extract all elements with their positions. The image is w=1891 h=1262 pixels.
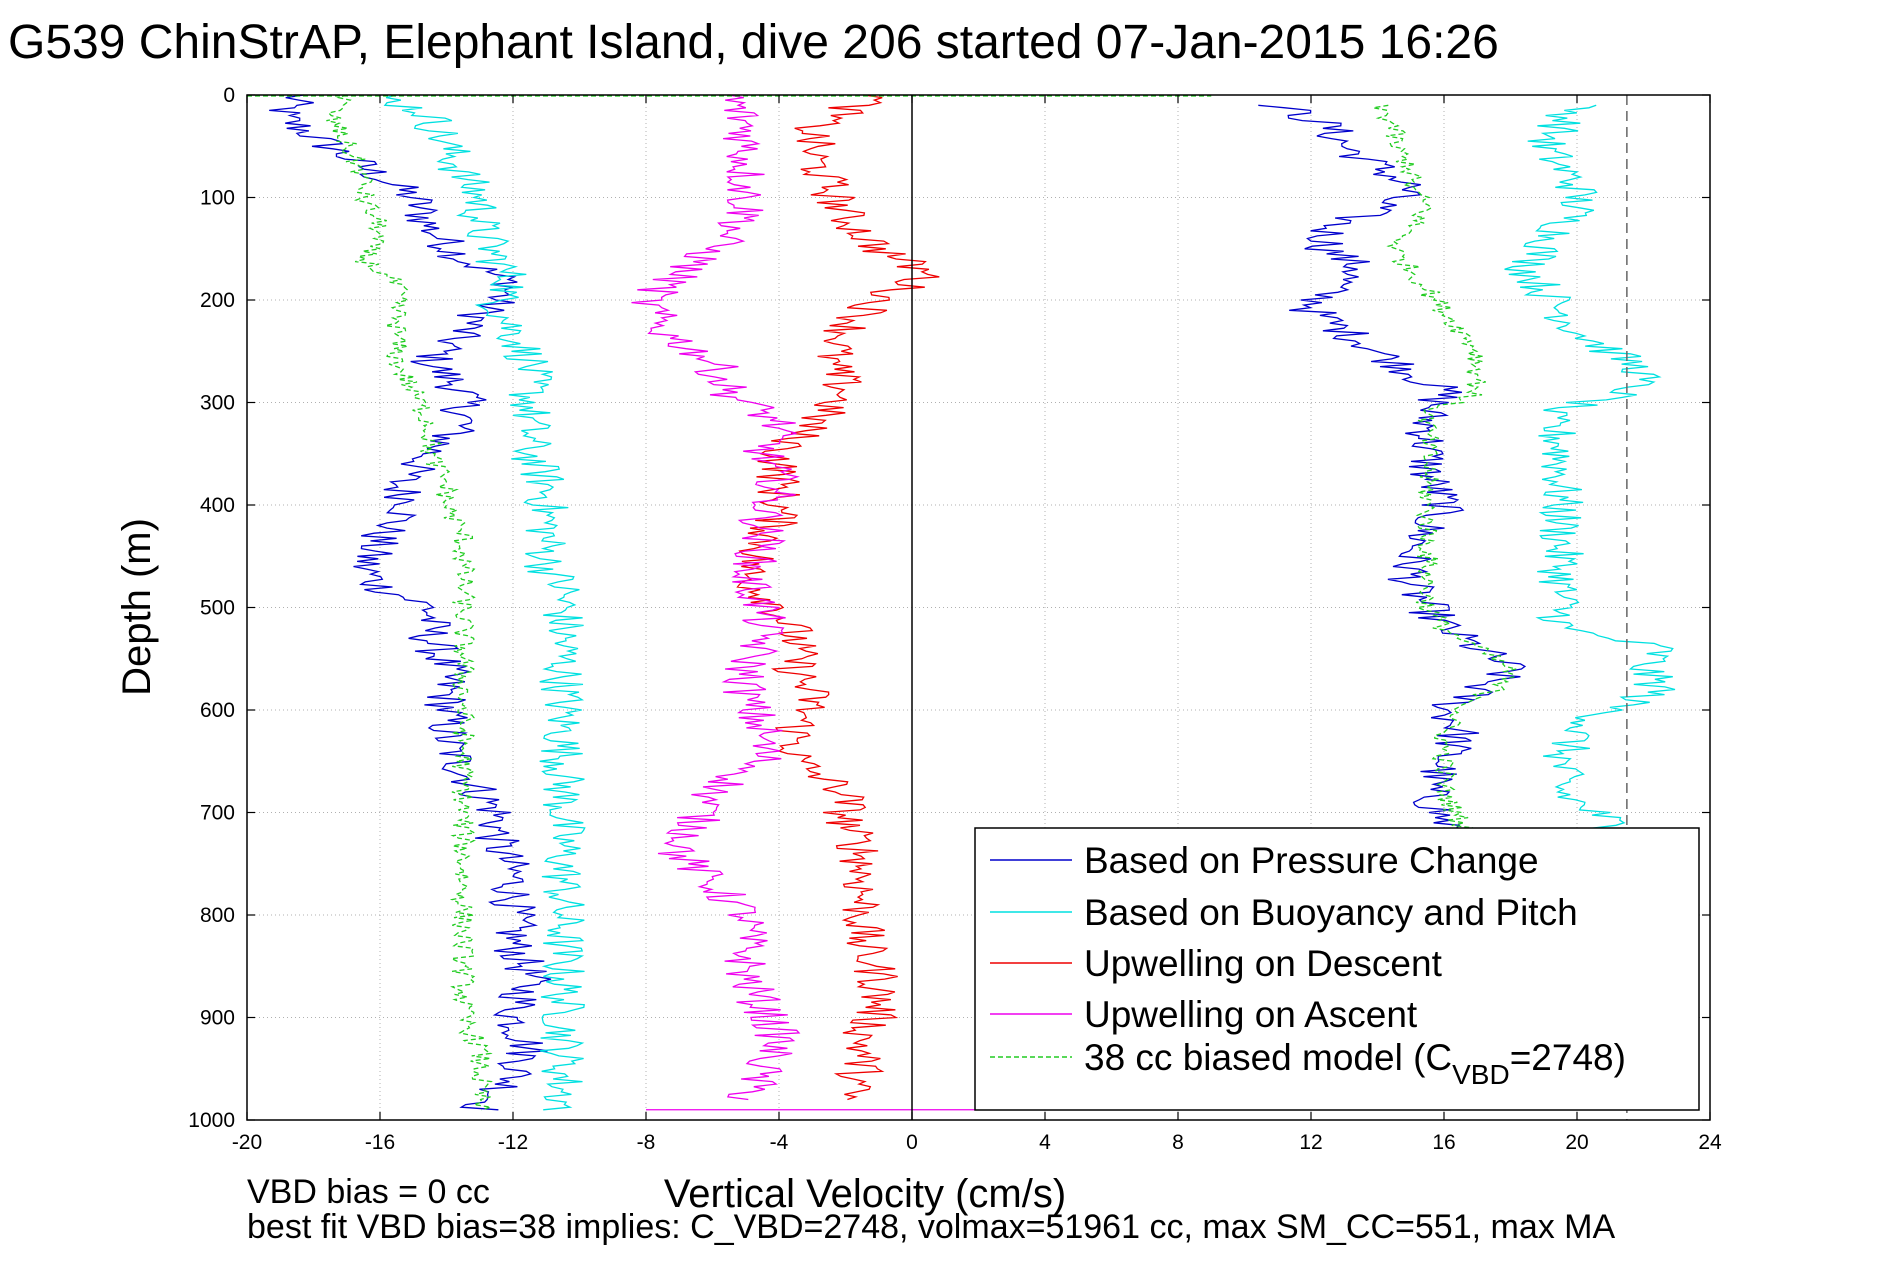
y-tick-label: 100 (200, 187, 235, 210)
y-tick-label: 600 (200, 699, 235, 722)
y-axis-ticks: 0 100 200 300 400 500 600 700 800 900 1000 (188, 84, 1710, 1132)
y-tick-label: 1000 (188, 1109, 235, 1132)
vbd-bias-annotation: VBD bias = 0 cc (247, 1173, 490, 1211)
best-fit-annotation: best fit VBD bias=38 implies: C_VBD=2748… (247, 1208, 1616, 1246)
y-tick-label: 300 (200, 392, 235, 415)
y-tick-label: 900 (200, 1007, 235, 1030)
series-upwelling-on-ascent (631, 94, 801, 1101)
y-tick-label: 500 (200, 597, 235, 620)
x-tick-label: -12 (498, 1131, 528, 1154)
series-based-on-buoyancy-and-pitch-descent (383, 94, 586, 1111)
x-tick-label: 12 (1299, 1131, 1322, 1154)
y-tick-label: 200 (200, 289, 235, 312)
y-axis-label: Depth (m) (115, 518, 159, 696)
series-38-cc-biased-model-c-vbd-2748-descent (326, 94, 493, 1111)
y-tick-label: 800 (200, 904, 235, 927)
chart-title: G539 ChinStrAP, Elephant Island, dive 20… (8, 16, 1499, 69)
x-tick-label: -8 (637, 1131, 656, 1154)
legend-label: Upwelling on Descent (1084, 943, 1443, 984)
x-tick-label: -16 (365, 1131, 395, 1154)
x-tick-label: 24 (1698, 1131, 1722, 1154)
x-tick-label: 20 (1565, 1131, 1588, 1154)
x-axis-label: Vertical Velocity (cm/s) (664, 1172, 1066, 1216)
y-tick-label: 400 (200, 494, 235, 517)
x-axis-ticks: -20 -16 -12 -8 -4 0 4 8 12 16 20 24 (232, 95, 1722, 1154)
y-tick-label: 0 (223, 84, 235, 107)
y-tick-label: 700 (200, 802, 235, 825)
legend-label: 38 cc biased model (CVBD=2748) (1084, 1037, 1626, 1090)
series-based-on-pressure-change-descent (269, 94, 552, 1111)
series-upwelling-on-descent (736, 94, 940, 1101)
legend-label: Based on Pressure Change (1084, 840, 1539, 881)
x-tick-label: 8 (1172, 1131, 1184, 1154)
x-tick-label: 4 (1039, 1131, 1051, 1154)
x-tick-label: 16 (1432, 1131, 1455, 1154)
legend: Based on Pressure Change Based on Buoyanc… (974, 827, 1700, 1111)
x-tick-label: -4 (770, 1131, 789, 1154)
legend-label: Upwelling on Ascent (1084, 994, 1418, 1035)
legend-label: Based on Buoyancy and Pitch (1084, 892, 1578, 933)
x-tick-label: -20 (232, 1131, 262, 1154)
x-tick-label: 0 (906, 1131, 918, 1154)
legend-box (974, 827, 1700, 1111)
